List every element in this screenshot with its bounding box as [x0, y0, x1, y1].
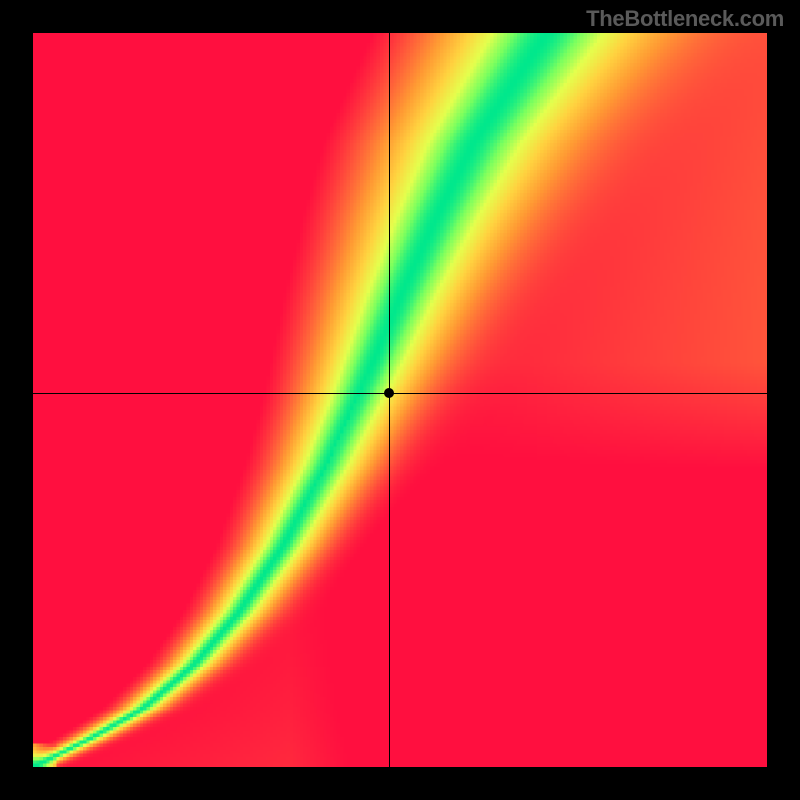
crosshair-vertical [389, 33, 390, 767]
watermark-text: TheBottleneck.com [586, 6, 784, 32]
heatmap-plot [33, 33, 767, 767]
crosshair-marker [384, 388, 394, 398]
crosshair-horizontal [33, 393, 767, 394]
heatmap-canvas [33, 33, 767, 767]
